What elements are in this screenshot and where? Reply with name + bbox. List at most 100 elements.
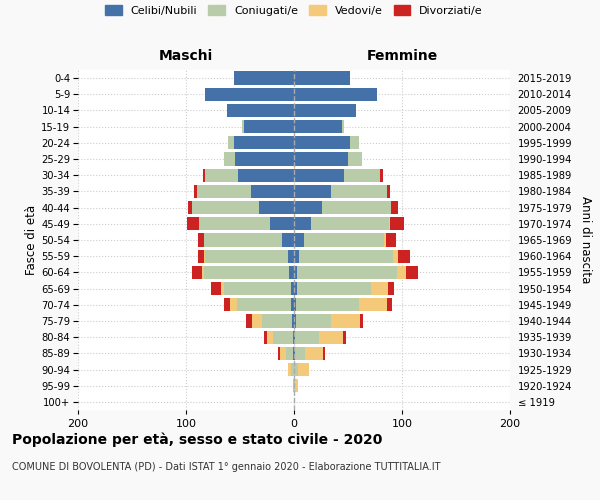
Bar (390, 217, 404, 230)
Bar (280, 346, 286, 360)
Bar (298, 363, 309, 376)
Bar (224, 298, 230, 312)
Bar (244, 120, 294, 134)
Bar (294, 185, 331, 198)
Bar (294, 379, 295, 392)
Bar (331, 314, 360, 328)
Legend: Celibi/Nubili, Coniugati/e, Vedovi/e, Divorziati/e: Celibi/Nubili, Coniugati/e, Vedovi/e, Di… (101, 1, 487, 20)
Bar (291, 282, 294, 295)
Bar (331, 185, 387, 198)
Bar (319, 330, 343, 344)
Bar (291, 363, 294, 376)
Bar (311, 217, 389, 230)
Bar (270, 217, 294, 230)
Bar (295, 346, 305, 360)
Bar (322, 201, 391, 214)
Text: Popolazione per età, sesso e stato civile - 2020: Popolazione per età, sesso e stato civil… (12, 432, 382, 447)
Bar (224, 152, 235, 166)
Bar (341, 120, 344, 134)
Bar (287, 250, 294, 263)
Bar (296, 314, 331, 328)
Bar (278, 346, 280, 360)
Bar (194, 185, 197, 198)
Bar (387, 185, 390, 198)
Bar (391, 201, 398, 214)
Bar (359, 298, 387, 312)
Bar (221, 282, 224, 295)
Bar (295, 379, 298, 392)
Bar (293, 346, 294, 360)
Bar (294, 104, 356, 117)
Bar (350, 136, 359, 149)
Bar (344, 168, 380, 182)
Bar (193, 266, 202, 279)
Bar (287, 363, 291, 376)
Bar (297, 282, 371, 295)
Bar (251, 185, 294, 198)
Bar (387, 298, 392, 312)
Bar (294, 282, 297, 295)
Bar (294, 363, 298, 376)
Bar (294, 250, 299, 263)
Bar (394, 250, 398, 263)
Bar (294, 72, 350, 85)
Bar (323, 346, 325, 360)
Text: Maschi: Maschi (159, 48, 213, 62)
Bar (237, 298, 291, 312)
Bar (286, 346, 293, 360)
Y-axis label: Fasce di età: Fasce di età (25, 205, 38, 275)
Y-axis label: Anni di nascita: Anni di nascita (579, 196, 592, 284)
Bar (193, 201, 259, 214)
Bar (242, 120, 244, 134)
Bar (211, 282, 221, 295)
Bar (274, 330, 293, 344)
Bar (293, 330, 294, 344)
Bar (233, 136, 294, 149)
Bar (299, 250, 394, 263)
Text: Femmine: Femmine (367, 48, 437, 62)
Bar (343, 330, 346, 344)
Bar (294, 217, 311, 230)
Bar (199, 217, 270, 230)
Bar (202, 266, 205, 279)
Bar (296, 298, 359, 312)
Bar (305, 346, 323, 360)
Bar (292, 314, 294, 328)
Bar (267, 330, 274, 344)
Bar (289, 266, 294, 279)
Bar (205, 88, 294, 101)
Bar (252, 314, 262, 328)
Bar (262, 314, 292, 328)
Bar (205, 168, 238, 182)
Bar (235, 152, 294, 166)
Text: COMUNE DI BOVOLENTA (PD) - Dati ISTAT 1° gennaio 2020 - Elaborazione TUTTITALIA.: COMUNE DI BOVOLENTA (PD) - Dati ISTAT 1°… (12, 462, 440, 472)
Bar (247, 314, 252, 328)
Bar (227, 104, 294, 117)
Bar (294, 346, 295, 360)
Bar (389, 217, 390, 230)
Bar (304, 234, 383, 246)
Bar (386, 234, 395, 246)
Bar (198, 250, 205, 263)
Bar (188, 201, 193, 214)
Bar (294, 330, 295, 344)
Bar (282, 234, 294, 246)
Bar (197, 185, 251, 198)
Bar (371, 282, 388, 295)
Bar (291, 298, 294, 312)
Bar (228, 136, 233, 149)
Bar (297, 266, 397, 279)
Bar (205, 250, 287, 263)
Bar (294, 201, 322, 214)
Bar (295, 330, 319, 344)
Bar (383, 234, 386, 246)
Bar (348, 152, 362, 166)
Bar (398, 250, 410, 263)
Bar (294, 136, 350, 149)
Bar (224, 282, 291, 295)
Bar (293, 379, 294, 392)
Bar (205, 266, 289, 279)
Bar (294, 234, 304, 246)
Bar (360, 314, 363, 328)
Bar (233, 72, 294, 85)
